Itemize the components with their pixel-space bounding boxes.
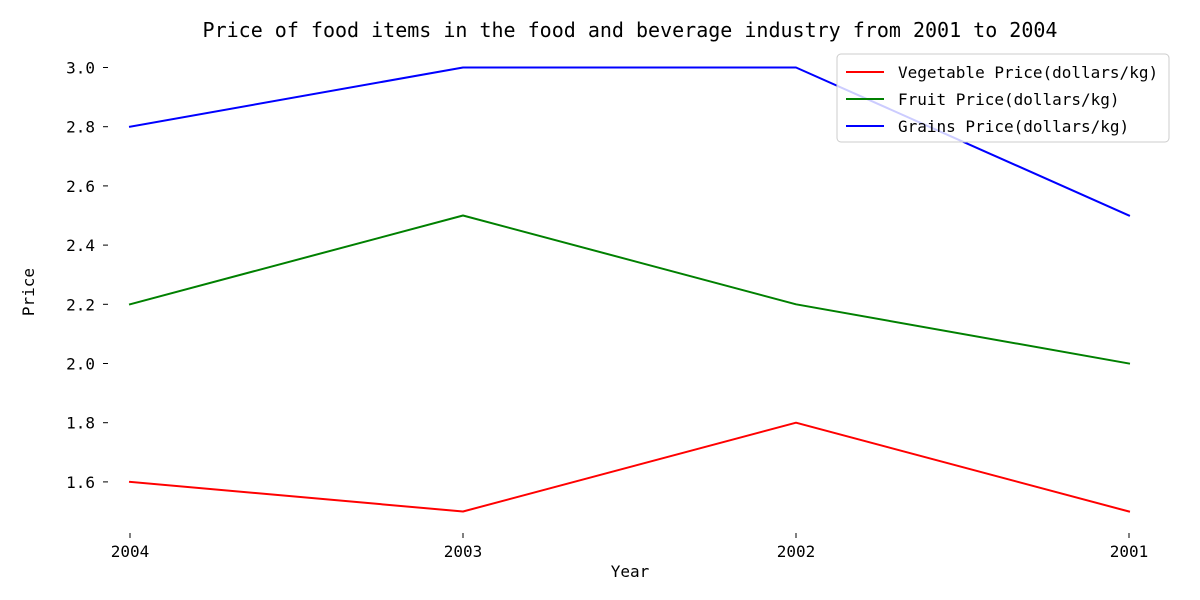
series-line-1 [128,214,1131,365]
x-axis: 2004 2003 2002 2001 [111,533,1149,561]
legend-label: Grains Price(dollars/kg) [898,117,1129,136]
y-tick-label: 1.6 [66,473,95,492]
x-axis-label: Year [611,562,650,581]
series-line-0 [128,421,1131,513]
y-tick-label: 2.2 [66,295,95,314]
y-tick-label: 2.4 [66,236,95,255]
legend: Vegetable Price(dollars/kg) Fruit Price(d… [836,53,1170,143]
x-tick-label: 2004 [111,542,150,561]
chart-title: Price of food items in the food and beve… [203,18,1058,42]
legend-label: Fruit Price(dollars/kg) [898,90,1120,109]
y-tick-label: 1.8 [66,414,95,433]
x-tick-label: 2002 [777,542,816,561]
y-tick-label: 2.0 [66,355,95,374]
legend-box [836,53,1170,143]
y-tick-label: 2.8 [66,118,95,137]
y-axis: 1.6 1.8 2.0 2.2 2.4 2.6 2.8 3.0 [66,59,108,492]
y-tick-label: 2.6 [66,177,95,196]
x-tick-label: 2003 [444,542,483,561]
x-tick-label: 2001 [1110,542,1149,561]
legend-label: Vegetable Price(dollars/kg) [898,63,1158,82]
y-tick-label: 3.0 [66,59,95,78]
y-axis-label: Price [19,268,38,316]
